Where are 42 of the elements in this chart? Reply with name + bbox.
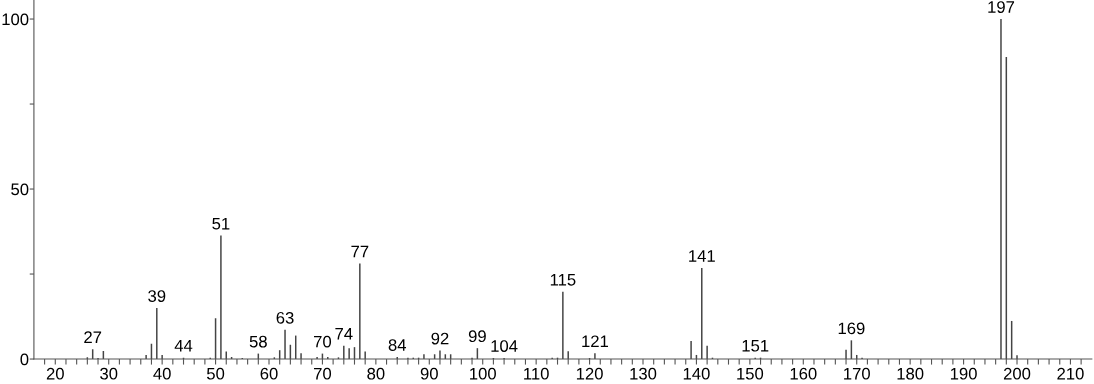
annotation: 70	[314, 335, 332, 348]
annotation: 151	[742, 339, 769, 352]
annotation: 92	[431, 332, 449, 345]
annotation: 51	[212, 217, 230, 230]
x-tick-label: 140	[683, 367, 710, 380]
annotation: 77	[351, 245, 369, 258]
x-tick-label: 150	[737, 367, 764, 380]
annotation: 141	[689, 250, 715, 262]
annotation: 27	[84, 331, 102, 343]
x-tick-label: 180	[897, 367, 924, 380]
x-tick-label: 70	[314, 367, 332, 380]
x-tick-label: 40	[153, 367, 171, 380]
annotation: 104	[491, 340, 518, 352]
y-tick-label: 50	[11, 183, 29, 196]
annotation: 39	[148, 290, 166, 302]
annotation: 121	[582, 335, 609, 348]
x-tick-label: 100	[470, 367, 496, 380]
annotation: 169	[838, 322, 865, 335]
x-tick-label: 80	[367, 367, 385, 380]
y-tick-label: 0	[20, 353, 29, 366]
annotation: 44	[174, 339, 193, 352]
annotation: 74	[335, 328, 353, 340]
x-tick-label: 120	[576, 367, 603, 380]
y-tick-label: 100	[2, 13, 29, 26]
x-tick-label: 130	[630, 367, 657, 380]
annotation: 63	[276, 311, 294, 324]
x-tick-label: 210	[1057, 367, 1084, 380]
x-tick-label: 30	[100, 367, 118, 380]
annotation: 58	[249, 335, 267, 348]
x-tick-label: 190	[950, 367, 977, 380]
x-tick-label: 110	[524, 367, 549, 380]
x-tick-label: 60	[260, 367, 278, 380]
x-tick-label: 170	[844, 367, 870, 380]
annotation: 99	[468, 330, 486, 343]
annotation: 84	[388, 339, 407, 351]
x-tick-label: 50	[206, 367, 225, 380]
annotation: 197	[988, 1, 1015, 13]
x-tick-label: 160	[790, 367, 817, 380]
x-tick-label: 20	[46, 367, 64, 380]
x-tick-label: 90	[420, 367, 438, 380]
x-tick-label: 200	[1003, 367, 1031, 380]
annotation: 115	[550, 274, 576, 286]
